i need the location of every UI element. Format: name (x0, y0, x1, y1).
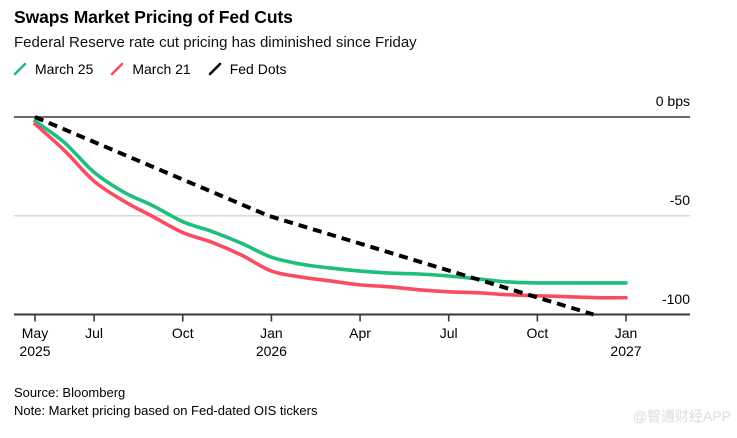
watermark-text: @智通财经APP (632, 408, 731, 424)
legend-item-march-25: March 25 (13, 61, 93, 77)
legend-item-march-21: March 21 (110, 61, 191, 77)
x-axis-label: Oct (526, 324, 549, 341)
source-text: Source: Bloomberg (14, 385, 126, 400)
legend-item-fed-dots: Fed Dots (208, 61, 287, 77)
x-axis-year-label: 2027 (610, 342, 642, 359)
y-axis-label: -100 (661, 290, 690, 307)
chart-title: Swaps Market Pricing of Fed Cuts (14, 7, 293, 27)
legend-swatch-line (208, 62, 222, 76)
legend-swatch-line (13, 62, 27, 76)
x-axis-label: Jul (85, 324, 104, 341)
y-axis-label: -50 (669, 191, 690, 208)
legend-slash-icon (13, 62, 27, 76)
legend-label: March 21 (132, 61, 191, 77)
x-axis-label: Oct (171, 324, 194, 341)
x-axis-label: Jan 2027 (591, 324, 661, 360)
x-axis-label: Apr (349, 324, 371, 341)
y-axis-label: 0 bps (655, 93, 690, 109)
series-line-march-21 (33, 122, 628, 300)
legend-label: Fed Dots (229, 61, 287, 77)
legend-swatch-line (111, 62, 124, 76)
x-axis-label: Jul (439, 324, 458, 341)
x-axis-label: Jan 2026 (236, 324, 306, 360)
chart-footer: Source: Bloomberg Note: Market pricing b… (14, 384, 317, 420)
series-line-march-25 (33, 119, 628, 285)
x-axis-year-label: 2026 (255, 342, 287, 359)
legend-slash-icon (111, 62, 124, 76)
legend-slash-icon (208, 62, 222, 76)
legend-label: March 25 (35, 61, 94, 77)
note-text: Note: Market pricing based on Fed-dated … (14, 403, 318, 418)
x-axis-year-label: 2025 (19, 342, 51, 359)
x-axis-label: May 2025 (0, 324, 70, 360)
chart-legend: March 25 March 21 Fed Dots (13, 61, 287, 77)
chart-subtitle: Federal Reserve rate cut pricing has dim… (14, 34, 417, 51)
